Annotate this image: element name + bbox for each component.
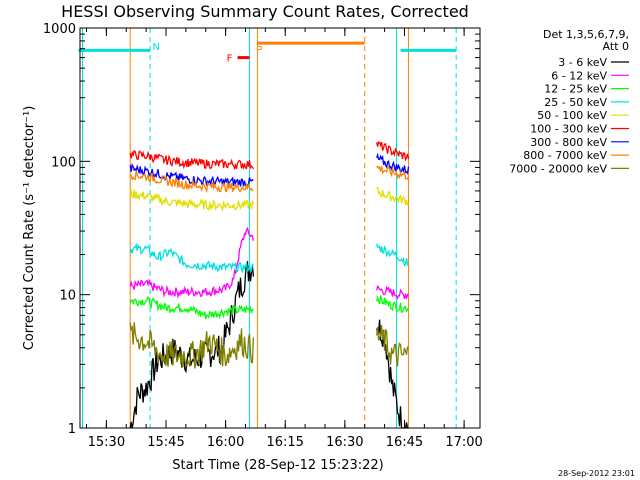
series-line [129,295,254,320]
plot-marks: N S F [78,28,457,429]
y-axis-label: Corrected Count Rate (s⁻¹ detector⁻¹) [22,106,37,351]
legend-entry-label: 7000 - 20000 keV [509,162,607,175]
legend-entry-label: 800 - 7000 keV [523,149,607,162]
annotation-f: F [227,54,233,65]
legend-entry-label: 12 - 25 keV [544,83,607,96]
series-line [376,295,410,313]
series-line [376,285,410,300]
series-line [129,242,254,274]
series-line [129,226,255,299]
legend-header: Det 1,3,5,6,7,9, [543,28,629,41]
series-line [376,164,410,181]
series-line [129,322,255,369]
series-line [376,185,409,206]
timestamp: 28-Sep-2012 23:01 [558,469,635,478]
x-tick-label: 17:00 [445,435,482,450]
x-axis-label: Start Time (28-Sep-12 15:23:22) [172,458,383,473]
chart-title: HESSI Observing Summary Count Rates, Cor… [61,2,469,21]
series-line [129,260,255,429]
plot-frame [79,27,481,429]
legend-entry-label: 25 - 50 keV [544,96,607,109]
x-tick-label: 16:15 [266,435,303,450]
legend-entry-label: 300 - 800 keV [530,136,607,149]
annotation-s: S [256,42,262,53]
legend-entry-label: 50 - 100 keV [537,109,607,122]
series-line [376,243,409,267]
x-tick-label: 15:45 [147,435,184,450]
legend-entry-label: 3 - 6 keV [558,56,607,69]
annotation-n: N [152,42,159,53]
y-tick-label: 1 [68,422,76,437]
x-tick-label: 16:30 [326,435,363,450]
x-tick-label: 15:30 [88,435,125,450]
y-tick-label: 10 [59,289,76,304]
series-line [129,149,254,171]
series-line [376,325,410,367]
y-tick-label: 1000 [43,22,76,37]
x-tick-label: 16:45 [386,435,423,450]
series-line [129,188,254,212]
legend-header: Att 0 [603,40,629,53]
legend-entry-label: 100 - 300 keV [530,123,607,136]
series-line [376,152,410,175]
x-tick-label: 16:00 [207,435,244,450]
legend-entry-label: 6 - 12 keV [551,69,607,82]
series-line [376,141,410,162]
axes: 15:30 15:45 16:00 16:15 16:30 16:45 17:00 1 10 10… [43,22,483,450]
series-line [129,170,254,194]
y-tick-label: 100 [51,155,76,170]
